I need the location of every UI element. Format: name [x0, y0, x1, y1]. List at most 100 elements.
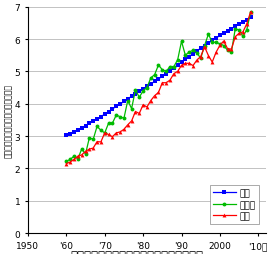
人口	[157, 78, 160, 81]
イネ	[72, 158, 76, 161]
人口	[234, 26, 237, 29]
人口	[69, 133, 72, 136]
イネ	[234, 36, 237, 39]
コムギ	[180, 41, 183, 44]
人口	[91, 120, 95, 123]
人口	[180, 61, 183, 64]
イネ	[153, 95, 156, 98]
イネ	[161, 82, 164, 85]
コムギ	[210, 42, 214, 45]
Line: イネ: イネ	[64, 11, 253, 166]
イネ	[241, 31, 245, 34]
イネ	[195, 59, 198, 62]
コムギ	[149, 77, 152, 80]
人口	[84, 125, 87, 128]
コムギ	[115, 114, 118, 117]
コムギ	[168, 66, 172, 69]
コムギ	[172, 66, 176, 69]
人口	[107, 110, 110, 114]
人口	[149, 83, 152, 86]
イネ	[180, 65, 183, 68]
コムギ	[222, 45, 225, 48]
人口	[176, 64, 179, 67]
Line: コムギ: コムギ	[64, 11, 253, 164]
人口	[207, 42, 210, 45]
コムギ	[238, 29, 241, 32]
コムギ	[153, 74, 156, 77]
人口	[72, 131, 76, 134]
コムギ	[199, 58, 202, 61]
人口	[210, 40, 214, 43]
コムギ	[230, 51, 233, 54]
人口	[145, 85, 149, 88]
イネ	[134, 110, 137, 114]
イネ	[172, 73, 176, 76]
人口	[226, 30, 229, 33]
人口	[184, 59, 187, 62]
人口	[153, 81, 156, 84]
イネ	[165, 82, 168, 85]
人口	[195, 50, 198, 53]
イネ	[126, 124, 129, 127]
イネ	[107, 133, 110, 136]
コムギ	[107, 122, 110, 125]
人口	[122, 101, 126, 104]
コムギ	[249, 12, 252, 15]
イネ	[230, 48, 233, 51]
人口	[214, 37, 218, 40]
イネ	[103, 132, 106, 135]
コムギ	[126, 100, 129, 103]
コムギ	[207, 34, 210, 37]
コムギ	[111, 122, 114, 125]
イネ	[118, 131, 122, 134]
人口	[161, 75, 164, 78]
コムギ	[69, 158, 72, 161]
コムギ	[241, 36, 245, 39]
Y-axis label: 人口（一〇億人・生産量（億トン）: 人口（一〇億人・生産量（億トン）	[4, 84, 13, 157]
イネ	[157, 91, 160, 94]
人口	[191, 53, 195, 56]
イネ	[122, 128, 126, 131]
イネ	[145, 106, 149, 109]
人口	[65, 134, 68, 137]
イネ	[65, 163, 68, 166]
人口	[172, 67, 176, 70]
人口	[138, 90, 141, 93]
人口	[80, 127, 83, 130]
人口	[134, 93, 137, 96]
イネ	[69, 161, 72, 164]
コムギ	[84, 153, 87, 156]
イネ	[138, 113, 141, 116]
イネ	[214, 52, 218, 55]
イネ	[199, 56, 202, 59]
イネ	[191, 65, 195, 68]
コムギ	[76, 158, 79, 161]
コムギ	[226, 50, 229, 53]
コムギ	[95, 125, 99, 129]
人口	[245, 19, 248, 22]
人口	[103, 113, 106, 116]
コムギ	[65, 160, 68, 163]
人口	[126, 98, 129, 101]
コムギ	[88, 137, 91, 140]
イネ	[203, 46, 206, 49]
コムギ	[176, 59, 179, 62]
人口	[118, 103, 122, 106]
人口	[165, 73, 168, 76]
イネ	[115, 132, 118, 135]
Legend: 人口, コムギ, イネ: 人口, コムギ, イネ	[210, 185, 259, 224]
イネ	[95, 140, 99, 144]
イネ	[84, 150, 87, 153]
コムギ	[188, 51, 191, 54]
イネ	[141, 104, 145, 107]
Text: 世界の人口と穀物生産量（東京農工大学）: 世界の人口と穀物生産量（東京農工大学）	[70, 249, 203, 254]
コムギ	[161, 69, 164, 72]
コムギ	[195, 52, 198, 55]
イネ	[238, 33, 241, 36]
イネ	[249, 11, 252, 14]
イネ	[222, 40, 225, 43]
人口	[130, 96, 133, 99]
コムギ	[218, 43, 221, 46]
人口	[241, 21, 245, 24]
コムギ	[191, 50, 195, 53]
